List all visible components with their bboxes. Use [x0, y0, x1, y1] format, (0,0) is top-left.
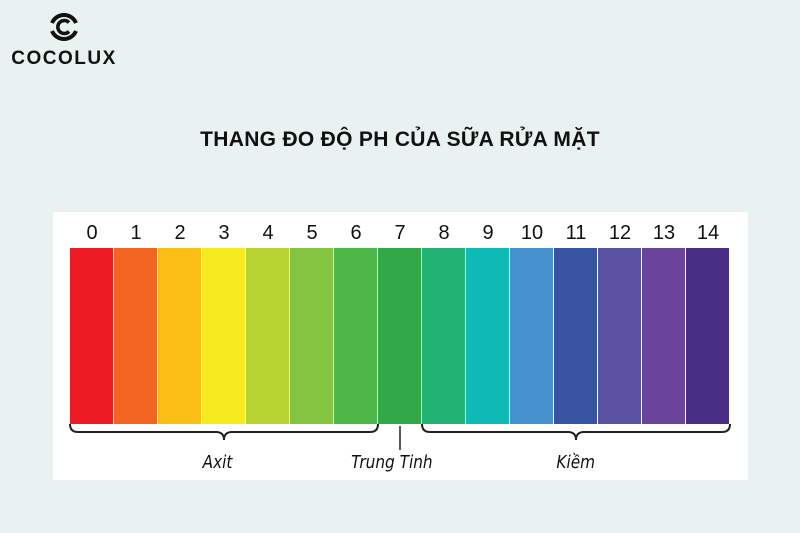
ph-bar-9: [466, 248, 509, 424]
brace-alkaline: [421, 424, 731, 441]
ph-bar-0: [70, 248, 113, 424]
ph-number: 7: [394, 222, 406, 244]
ph-bar-5: [290, 248, 333, 424]
ph-bar-7: [378, 248, 421, 424]
ph-number-row: 0 1 2 3 4 5 6 7 8 9 10 11 12 13 14: [70, 222, 730, 248]
label-acid: Axit: [202, 452, 233, 473]
ph-bar-12: [598, 248, 641, 424]
ph-number: 12: [608, 222, 632, 244]
ph-bar-3: [202, 248, 245, 424]
brace-acid: [69, 424, 379, 441]
ph-number: 5: [306, 222, 318, 244]
page-title: THANG ĐO ĐỘ PH CỦA SỮA RỬA MẶT: [200, 128, 600, 151]
ph-number: 1: [130, 222, 142, 244]
ph-bar-11: [554, 248, 597, 424]
ph-bar-14: [686, 248, 729, 424]
label-neutral: Trung Tinh: [351, 452, 433, 473]
ph-number: 14: [696, 222, 720, 244]
ph-color-bars: [70, 248, 730, 424]
ph-number: 2: [174, 222, 186, 244]
logo-text: COCOLUX: [11, 48, 117, 69]
ph-number: 6: [350, 222, 362, 244]
ph-number: 10: [520, 222, 544, 244]
ph-bar-1: [114, 248, 157, 424]
neutral-marker: [399, 426, 401, 450]
ph-number: 8: [438, 222, 450, 244]
ph-bar-2: [158, 248, 201, 424]
ph-bar-13: [642, 248, 685, 424]
ph-bar-8: [422, 248, 465, 424]
ph-bar-4: [246, 248, 289, 424]
logo: COCOLUX: [8, 10, 120, 70]
c-circle-logo-icon: [50, 13, 78, 41]
ph-bar-6: [334, 248, 377, 424]
ph-number: 3: [218, 222, 230, 244]
label-alkaline: Kiềm: [556, 452, 596, 473]
ph-number: 4: [262, 222, 274, 244]
ph-number: 13: [652, 222, 676, 244]
ph-number: 9: [482, 222, 494, 244]
ph-number: 0: [86, 222, 98, 244]
ph-bar-10: [510, 248, 553, 424]
ph-number: 11: [565, 222, 587, 244]
